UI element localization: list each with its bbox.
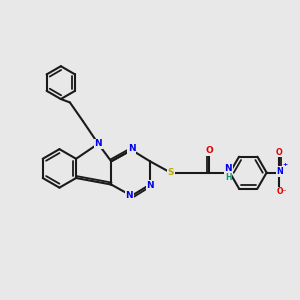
Text: N: N <box>125 191 133 200</box>
Text: H: H <box>225 173 232 182</box>
Text: N: N <box>225 164 232 173</box>
Text: O⁻: O⁻ <box>277 188 287 196</box>
Text: O: O <box>206 146 213 155</box>
Text: O: O <box>275 148 282 157</box>
Text: N: N <box>94 139 102 148</box>
Text: N: N <box>276 167 283 176</box>
Text: N: N <box>146 181 154 190</box>
Text: N: N <box>128 144 135 153</box>
Text: S: S <box>167 168 174 177</box>
Text: +: + <box>282 162 288 167</box>
